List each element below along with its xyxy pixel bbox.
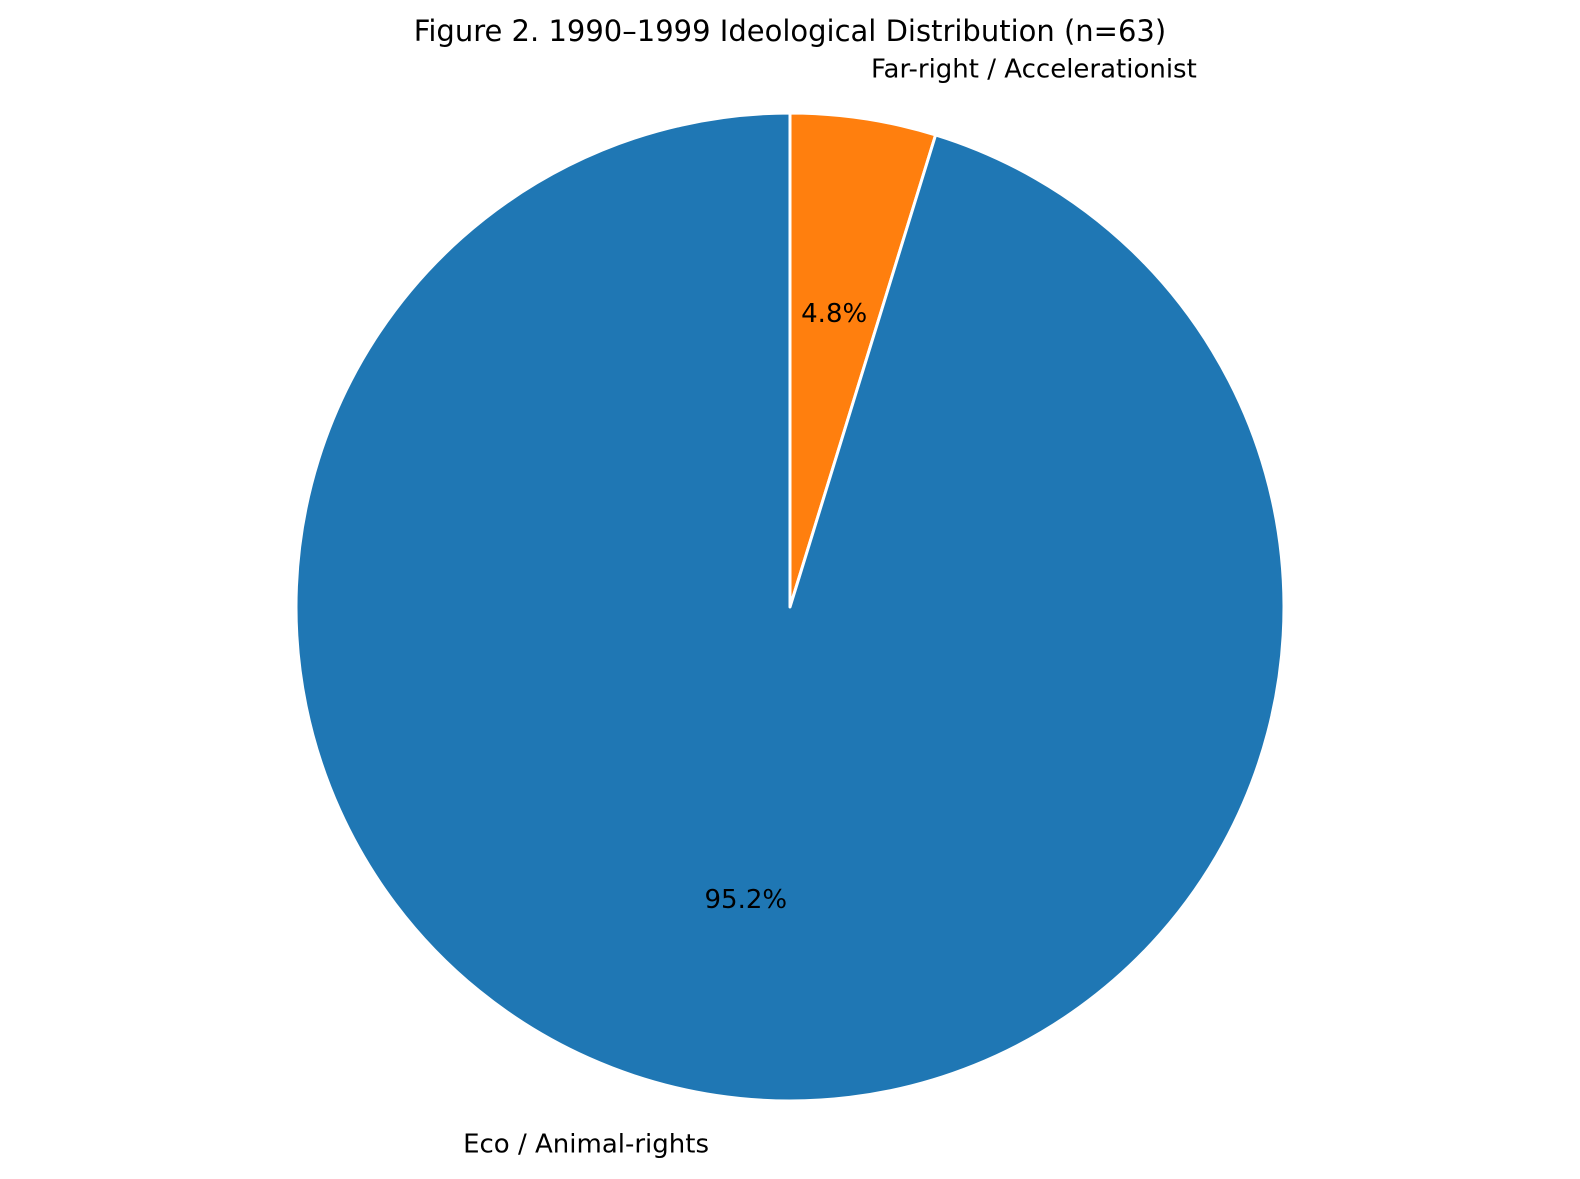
pie-category-label-2: Eco / Animal-rights (463, 1129, 709, 1159)
pie-labels: 4.8% Far-right / Accelerationist 95.2% Eco … (463, 55, 1197, 1160)
pie-slice-2 (294, 111, 1286, 1103)
chart-title: Figure 2. 1990–1999 Ideological Distribu… (413, 14, 1167, 48)
pie-slices (294, 111, 1286, 1103)
pie-category-label-1: Far-right / Accelerationist (871, 55, 1197, 85)
pie-percent-label-1: 4.8% (801, 299, 867, 329)
pie-percent-label-2: 95.2% (705, 885, 788, 915)
